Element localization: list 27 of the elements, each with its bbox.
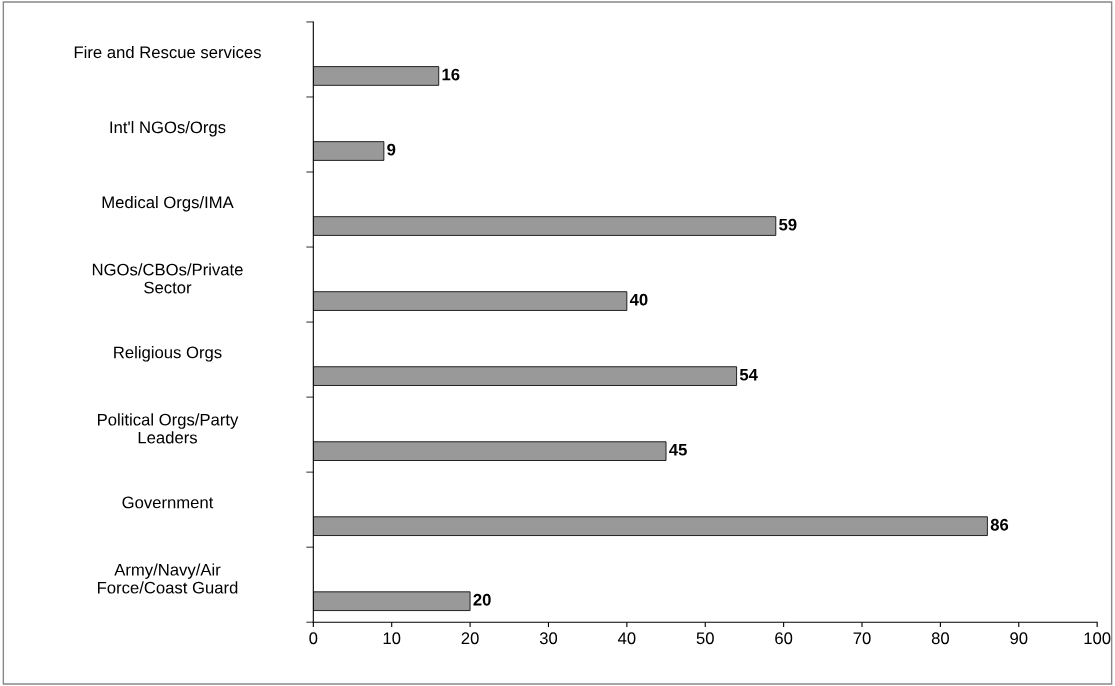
x-tick-label: 50 xyxy=(696,632,714,645)
data-label: 20 xyxy=(473,593,491,606)
data-label: 45 xyxy=(669,443,687,456)
y-tick-label: Government xyxy=(122,496,214,509)
x-tick-label: 20 xyxy=(461,632,479,645)
data-label: 9 xyxy=(387,143,396,156)
x-tick-label: 30 xyxy=(539,632,558,645)
y-tick-label: Army/Navy/Air Force/Coast Guard xyxy=(97,563,238,594)
y-tick-label: Int'l NGOs/Orgs xyxy=(110,120,226,137)
data-label: 86 xyxy=(990,518,1009,531)
data-label: 16 xyxy=(442,68,460,81)
y-tick-label: Medical Orgs/IMA xyxy=(102,195,234,212)
x-tick-label: 80 xyxy=(931,632,950,645)
data-label: 59 xyxy=(779,218,797,231)
x-tick-label: 70 xyxy=(853,632,871,645)
y-tick-label: Religious Orgs xyxy=(114,346,222,362)
x-tick-label: 100 xyxy=(1084,632,1111,645)
data-label: 54 xyxy=(739,368,758,381)
x-tick-label: 40 xyxy=(617,632,636,645)
y-tick-label: NGOs/CBOs/Private Sector xyxy=(92,263,243,294)
x-tick-label: 10 xyxy=(383,632,401,645)
data-label: 40 xyxy=(629,293,648,306)
x-tick-label: 60 xyxy=(775,632,793,645)
y-tick-label: Political Orgs/Party Leaders xyxy=(98,413,239,444)
x-tick-label: 0 xyxy=(309,632,318,645)
y-tick-label: Fire and Rescue services xyxy=(74,45,261,59)
x-tick-label: 90 xyxy=(1010,632,1028,645)
